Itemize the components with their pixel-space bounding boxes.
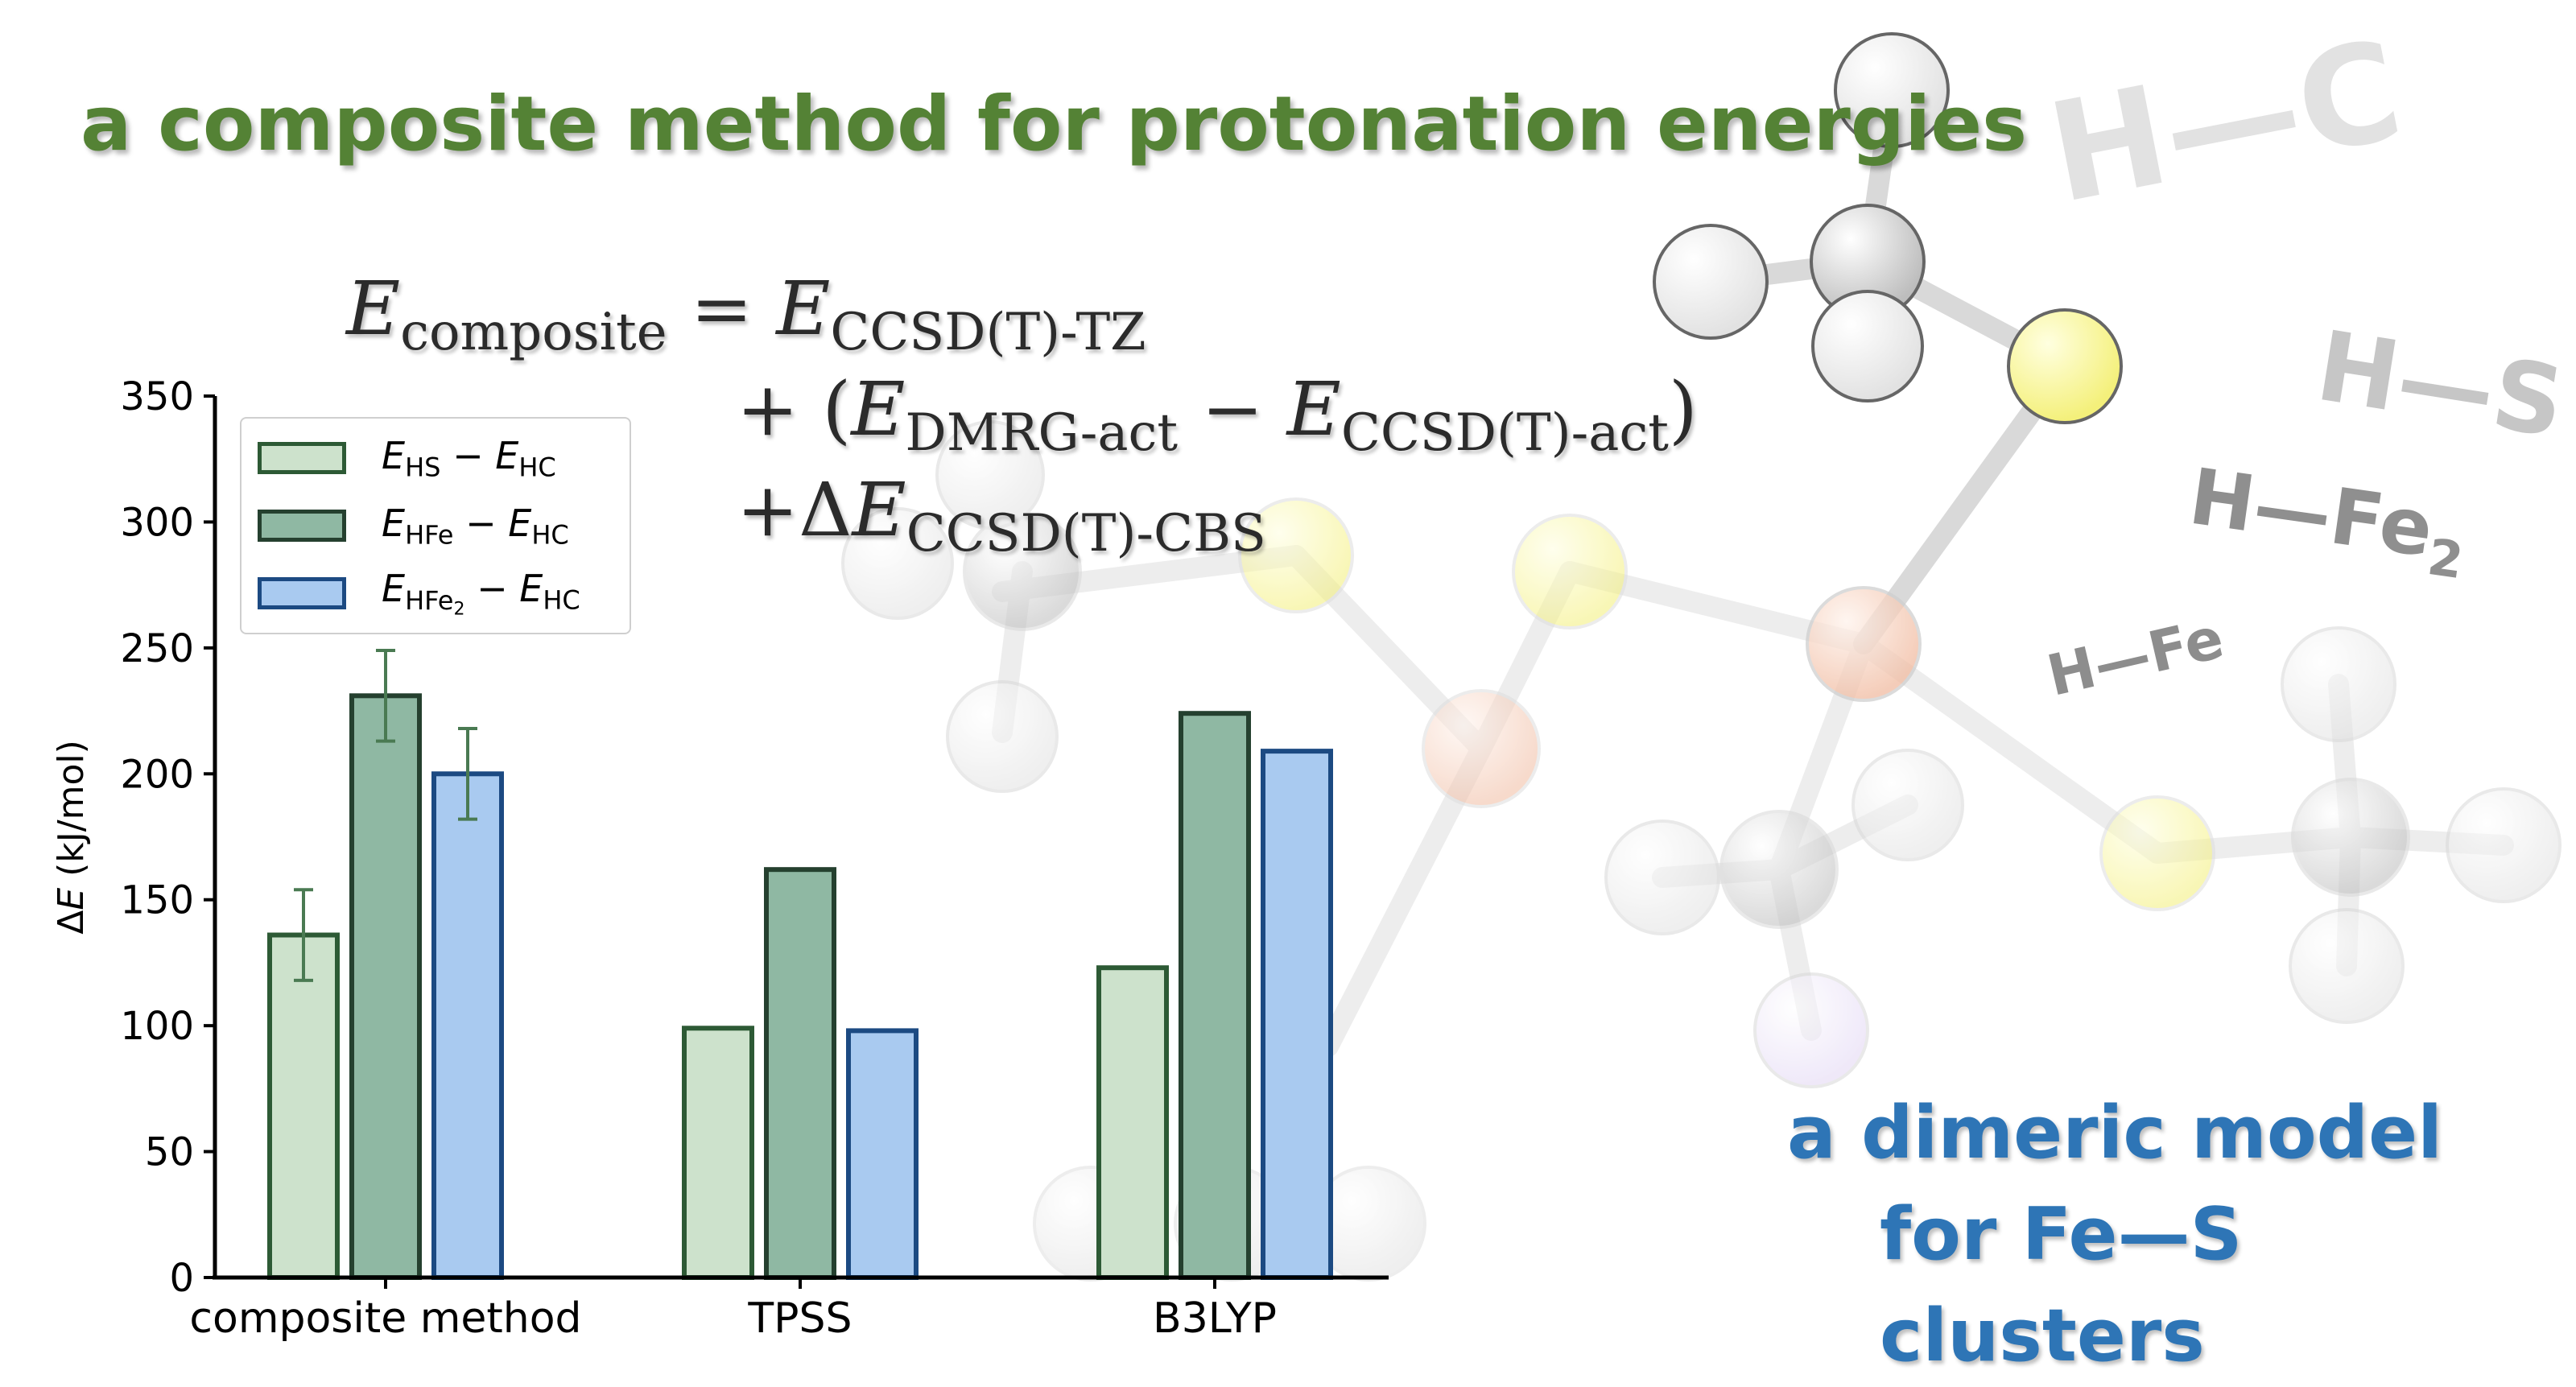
legend-sub: HC (531, 519, 569, 551)
error-bar (294, 888, 313, 982)
y-tick-label: 100 (120, 1004, 194, 1049)
formula-var: E (346, 266, 401, 352)
atoms (1653, 32, 2123, 702)
y-axis-title-unit: (kJ/mol) (51, 740, 92, 888)
x-ticks-group: composite method TPSS B3LYP (189, 1278, 1277, 1343)
formula-sub: CCSD(T)-TZ (830, 303, 1146, 363)
legend-subsub: 2 (453, 599, 465, 620)
error-bars-group (294, 648, 477, 982)
formula-var: E (852, 467, 906, 553)
y-tick-label: 250 (120, 626, 194, 671)
formula-op: − (1178, 366, 1287, 452)
legend-label: EHFe − EHC (382, 502, 569, 551)
formula-sub: DMRG-act (905, 403, 1179, 464)
error-bar (376, 648, 395, 743)
legend-sub: HS (405, 452, 441, 483)
y-axis-title-var: E (51, 888, 92, 910)
x-tick-label: B3LYP (1153, 1294, 1277, 1343)
iron-atom (1806, 586, 1922, 702)
legend-item: EHFe − EHC (258, 502, 569, 550)
legend-var: E (495, 433, 519, 477)
legend-op: − (440, 433, 496, 477)
legend-item: EHS − EHC (258, 434, 556, 482)
legend-label: EHS − EHC (382, 434, 556, 483)
formula-var: E (776, 266, 831, 352)
bar (349, 693, 422, 1280)
formula-op: + ( (737, 366, 852, 452)
legend-sub: HC (518, 452, 556, 483)
bar (431, 771, 504, 1280)
formula-sub: composite (400, 303, 667, 363)
formula-var: E (851, 366, 906, 452)
legend-swatch (258, 577, 346, 609)
error-bar (458, 726, 477, 821)
legend-sub: HFe2 (405, 585, 464, 620)
bar (267, 932, 340, 1280)
formula-sub: CCSD(T)-act (1340, 403, 1669, 464)
hydrogen-atom (1834, 32, 1950, 148)
formula-op: +Δ (737, 467, 852, 553)
legend-op: − (464, 567, 520, 611)
faded-atoms (841, 420, 2562, 1282)
bar (764, 867, 836, 1280)
bar (682, 1026, 754, 1281)
formula-op: ) (1668, 366, 1698, 452)
formula-var: E (1286, 366, 1341, 452)
legend-sub: HFe (405, 519, 454, 551)
bars-group (267, 693, 1333, 1281)
y-tick-label: 200 (120, 752, 194, 797)
page-title: a composite method for protonation energ… (80, 80, 2028, 168)
formula-line-3: +ΔECCSD(T)-CBS (737, 467, 1266, 563)
legend-var: E (508, 501, 532, 545)
formula-sub: CCSD(T)-CBS (906, 504, 1266, 564)
legend-swatch (258, 442, 346, 474)
model-tagline: a dimeric model for Fe—S clusters (1787, 1083, 2576, 1387)
hydrogen-atom (1811, 290, 1924, 402)
legend-item: EHFe2 − EHC (258, 567, 580, 620)
formula-line-2: + (EDMRG-act − ECCSD(T)-act) (737, 366, 1698, 463)
legend-sub-text: HFe (405, 585, 454, 616)
sulfur-atom (2007, 308, 2123, 424)
tagline-line-2: for Fe—S clusters (1880, 1192, 2243, 1378)
x-tick-label: composite method (189, 1294, 581, 1343)
y-axis-title-prefix: Δ (51, 910, 92, 935)
formula-op: = (667, 266, 777, 352)
legend-var: E (382, 433, 406, 477)
y-tick-label: 300 (120, 500, 194, 545)
y-ticks-group: 0 50 100 150 200 250 300 350 (120, 374, 215, 1301)
tagline-line-1: a dimeric model (1787, 1091, 2442, 1175)
y-axis-title: ΔE (kJ/mol) (51, 740, 92, 935)
bar (846, 1028, 919, 1281)
legend-op: − (453, 501, 509, 545)
bar (1096, 965, 1169, 1280)
bar (1261, 749, 1333, 1280)
legend-var: E (382, 501, 406, 545)
x-tick-label: TPSS (747, 1294, 852, 1343)
legend-swatch (258, 510, 346, 542)
legend-label: EHFe2 − EHC (382, 567, 580, 619)
y-tick-label: 150 (120, 878, 194, 923)
bar (1179, 711, 1251, 1280)
y-tick-label: 0 (169, 1256, 194, 1301)
legend-var: E (519, 567, 543, 611)
y-tick-label: 50 (145, 1130, 194, 1175)
legend-var: E (382, 567, 406, 611)
formula-line-1: Ecomposite = ECCSD(T)-TZ (346, 266, 1146, 362)
chart-legend: EHS − EHC EHFe − EHC EHFe2 − EHC (240, 417, 631, 634)
legend-sub: HC (543, 585, 580, 616)
y-tick-label: 350 (120, 374, 194, 419)
hydrogen-atom (1653, 224, 1769, 340)
